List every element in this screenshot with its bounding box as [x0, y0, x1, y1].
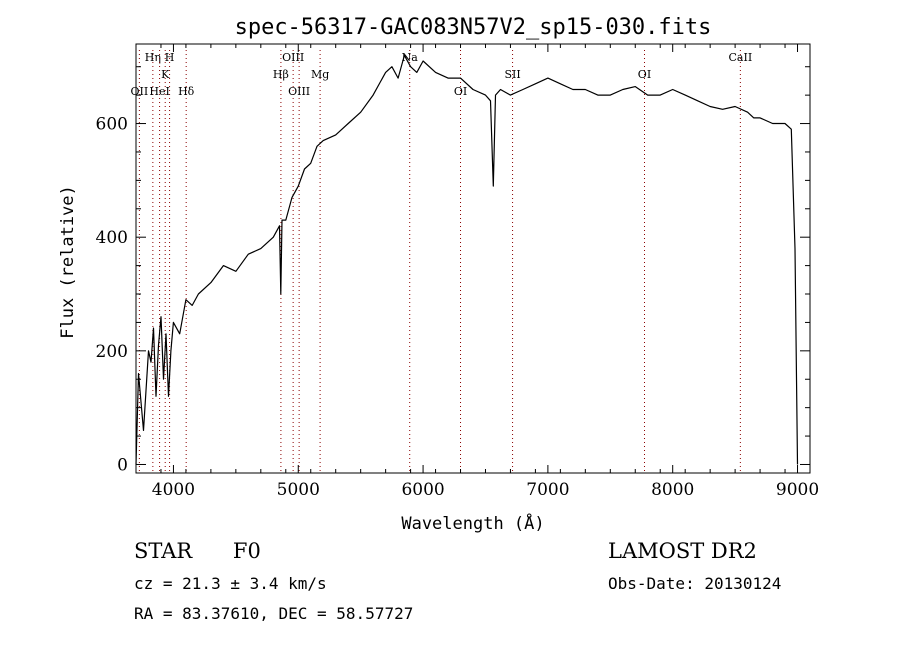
line-marker-label: Hβ [273, 68, 289, 81]
x-tick-label: 5000 [277, 480, 320, 500]
line-marker-label: SII [504, 68, 520, 81]
line-marker-label: OII [131, 85, 149, 98]
x-tick-label: 7000 [526, 480, 569, 500]
plot-frame [135, 43, 811, 474]
x-tick-label: 8000 [651, 480, 694, 500]
y-tick-label: 200 [96, 342, 128, 362]
object-class: STAR F0 [134, 539, 261, 563]
line-marker-label: OI [638, 68, 651, 81]
subclass-label: F0 [232, 539, 261, 563]
line-marker-label: Hη [145, 51, 161, 64]
spectrum-series [135, 54, 799, 465]
y-tick-label: 400 [96, 228, 128, 248]
coordinates-text: RA = 83.37610, DEC = 58.57727 [134, 604, 414, 623]
chart-title: spec-56317-GAC083N57V2_sp15-030.fits [235, 15, 712, 40]
x-axis-label: Wavelength (Å) [401, 512, 544, 534]
line-marker-label: K [161, 68, 170, 81]
y-tick-label: 600 [96, 115, 128, 135]
axis-ticks: 4000 5000 6000 7000 8000 9000 0 200 400 600 [96, 44, 819, 500]
redshift-text: cz = 21.3 ± 3.4 km/s [134, 574, 327, 593]
x-tick-label: 9000 [776, 480, 819, 500]
line-marker-label: H [165, 51, 175, 64]
class-label: STAR [134, 539, 193, 563]
line-marker-label: Na [402, 51, 419, 64]
x-tick-label: 6000 [401, 480, 444, 500]
line-marker-label: OIII [282, 51, 304, 64]
line-marker-label: OI [454, 85, 467, 98]
line-marker-label: Hδ [178, 85, 195, 98]
line-marker-label: OIII [288, 85, 310, 98]
y-tick-label: 0 [117, 455, 128, 475]
x-tick-label: 4000 [152, 480, 195, 500]
line-marker-label: Mg [311, 68, 329, 81]
spectrum-line [135, 54, 799, 465]
y-axis-label: Flux (relative) [58, 185, 78, 339]
obs-date-text: Obs-Date: 20130124 [608, 574, 782, 593]
line-marker-label: CaII [729, 51, 753, 64]
line-marker-label: HeI [149, 85, 169, 98]
survey-label: LAMOST DR2 [608, 539, 757, 563]
